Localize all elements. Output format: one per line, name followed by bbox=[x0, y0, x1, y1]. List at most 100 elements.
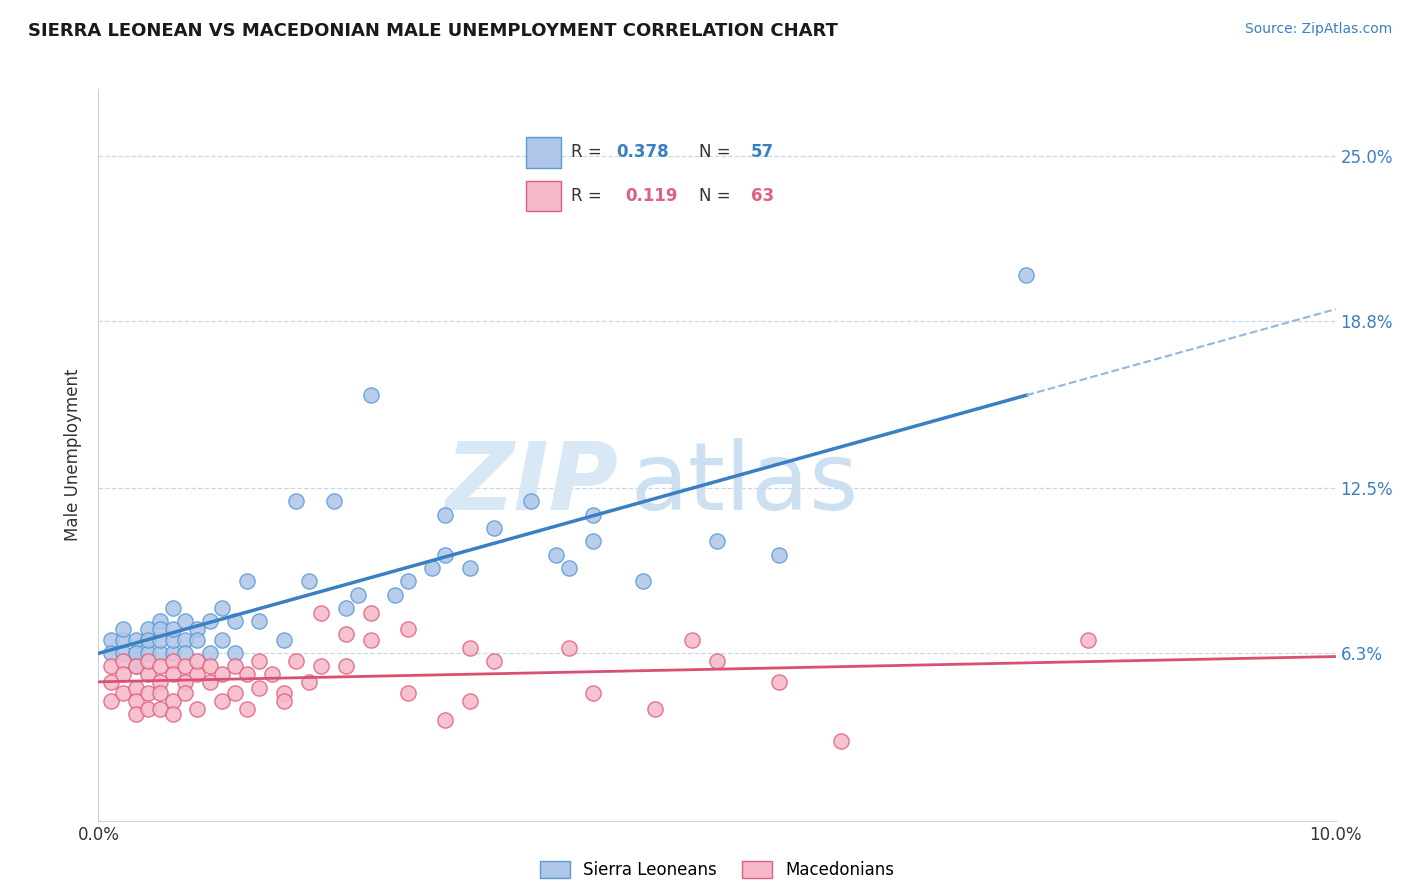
Point bbox=[211, 667, 233, 681]
FancyBboxPatch shape bbox=[526, 181, 561, 211]
Point bbox=[124, 659, 146, 673]
Point bbox=[124, 632, 146, 647]
Point bbox=[236, 702, 259, 716]
Point bbox=[149, 646, 172, 660]
Point bbox=[247, 654, 270, 668]
Point bbox=[198, 646, 221, 660]
Text: atlas: atlas bbox=[630, 438, 859, 530]
Text: R =: R = bbox=[571, 187, 612, 205]
Point bbox=[384, 588, 406, 602]
Point bbox=[706, 654, 728, 668]
Point bbox=[309, 606, 332, 620]
Text: SIERRA LEONEAN VS MACEDONIAN MALE UNEMPLOYMENT CORRELATION CHART: SIERRA LEONEAN VS MACEDONIAN MALE UNEMPL… bbox=[28, 22, 838, 40]
Text: R =: R = bbox=[571, 144, 607, 161]
Point bbox=[162, 667, 184, 681]
Point bbox=[298, 574, 321, 589]
Point bbox=[520, 494, 543, 508]
Point bbox=[100, 675, 122, 690]
Point bbox=[136, 686, 159, 700]
Point bbox=[100, 659, 122, 673]
Point bbox=[112, 632, 135, 647]
Point bbox=[112, 654, 135, 668]
Point bbox=[186, 702, 208, 716]
Point bbox=[458, 561, 481, 575]
Point bbox=[224, 686, 246, 700]
Point bbox=[335, 600, 357, 615]
Point bbox=[198, 659, 221, 673]
Point bbox=[136, 702, 159, 716]
Point bbox=[458, 694, 481, 708]
Point bbox=[396, 686, 419, 700]
Point bbox=[149, 675, 172, 690]
Point bbox=[236, 574, 259, 589]
Point bbox=[273, 694, 295, 708]
Point bbox=[582, 534, 605, 549]
Point bbox=[136, 632, 159, 647]
Point bbox=[360, 606, 382, 620]
Point bbox=[174, 614, 197, 628]
Point bbox=[433, 548, 456, 562]
Text: 57: 57 bbox=[751, 144, 775, 161]
Point bbox=[162, 646, 184, 660]
Y-axis label: Male Unemployment: Male Unemployment bbox=[65, 368, 83, 541]
Point bbox=[198, 675, 221, 690]
Point bbox=[100, 632, 122, 647]
Point bbox=[768, 548, 790, 562]
Point bbox=[546, 548, 568, 562]
Point bbox=[211, 632, 233, 647]
Point bbox=[285, 494, 308, 508]
Point bbox=[162, 654, 184, 668]
Point bbox=[112, 667, 135, 681]
Text: N =: N = bbox=[700, 187, 737, 205]
Point bbox=[224, 614, 246, 628]
Text: N =: N = bbox=[700, 144, 737, 161]
Point bbox=[162, 707, 184, 722]
Point bbox=[484, 521, 506, 535]
Point bbox=[211, 694, 233, 708]
Point bbox=[162, 600, 184, 615]
Point bbox=[396, 574, 419, 589]
Point bbox=[830, 734, 852, 748]
Text: Source: ZipAtlas.com: Source: ZipAtlas.com bbox=[1244, 22, 1392, 37]
Point bbox=[149, 686, 172, 700]
Point bbox=[149, 659, 172, 673]
Point bbox=[174, 646, 197, 660]
Text: 0.119: 0.119 bbox=[626, 187, 678, 205]
Point bbox=[211, 600, 233, 615]
Point bbox=[273, 632, 295, 647]
Point bbox=[149, 622, 172, 636]
Point bbox=[335, 659, 357, 673]
Point bbox=[124, 707, 146, 722]
Point bbox=[224, 659, 246, 673]
Point bbox=[433, 713, 456, 727]
Point bbox=[484, 654, 506, 668]
Point bbox=[136, 654, 159, 668]
Point bbox=[162, 622, 184, 636]
Point bbox=[360, 388, 382, 402]
Point bbox=[186, 654, 208, 668]
Point bbox=[433, 508, 456, 522]
Point bbox=[136, 632, 159, 647]
Point bbox=[582, 508, 605, 522]
Point bbox=[124, 694, 146, 708]
Point bbox=[335, 627, 357, 641]
Point bbox=[557, 561, 579, 575]
Point bbox=[706, 534, 728, 549]
Point bbox=[260, 667, 283, 681]
Point bbox=[112, 686, 135, 700]
Point bbox=[136, 667, 159, 681]
Point bbox=[136, 646, 159, 660]
Point bbox=[298, 675, 321, 690]
Point bbox=[136, 622, 159, 636]
Text: 0.378: 0.378 bbox=[616, 144, 668, 161]
Point bbox=[273, 686, 295, 700]
Point bbox=[162, 632, 184, 647]
Point bbox=[347, 588, 370, 602]
Point bbox=[174, 686, 197, 700]
Point bbox=[236, 667, 259, 681]
Point bbox=[162, 694, 184, 708]
Point bbox=[458, 640, 481, 655]
Point bbox=[224, 646, 246, 660]
FancyBboxPatch shape bbox=[526, 137, 561, 168]
Point bbox=[124, 646, 146, 660]
